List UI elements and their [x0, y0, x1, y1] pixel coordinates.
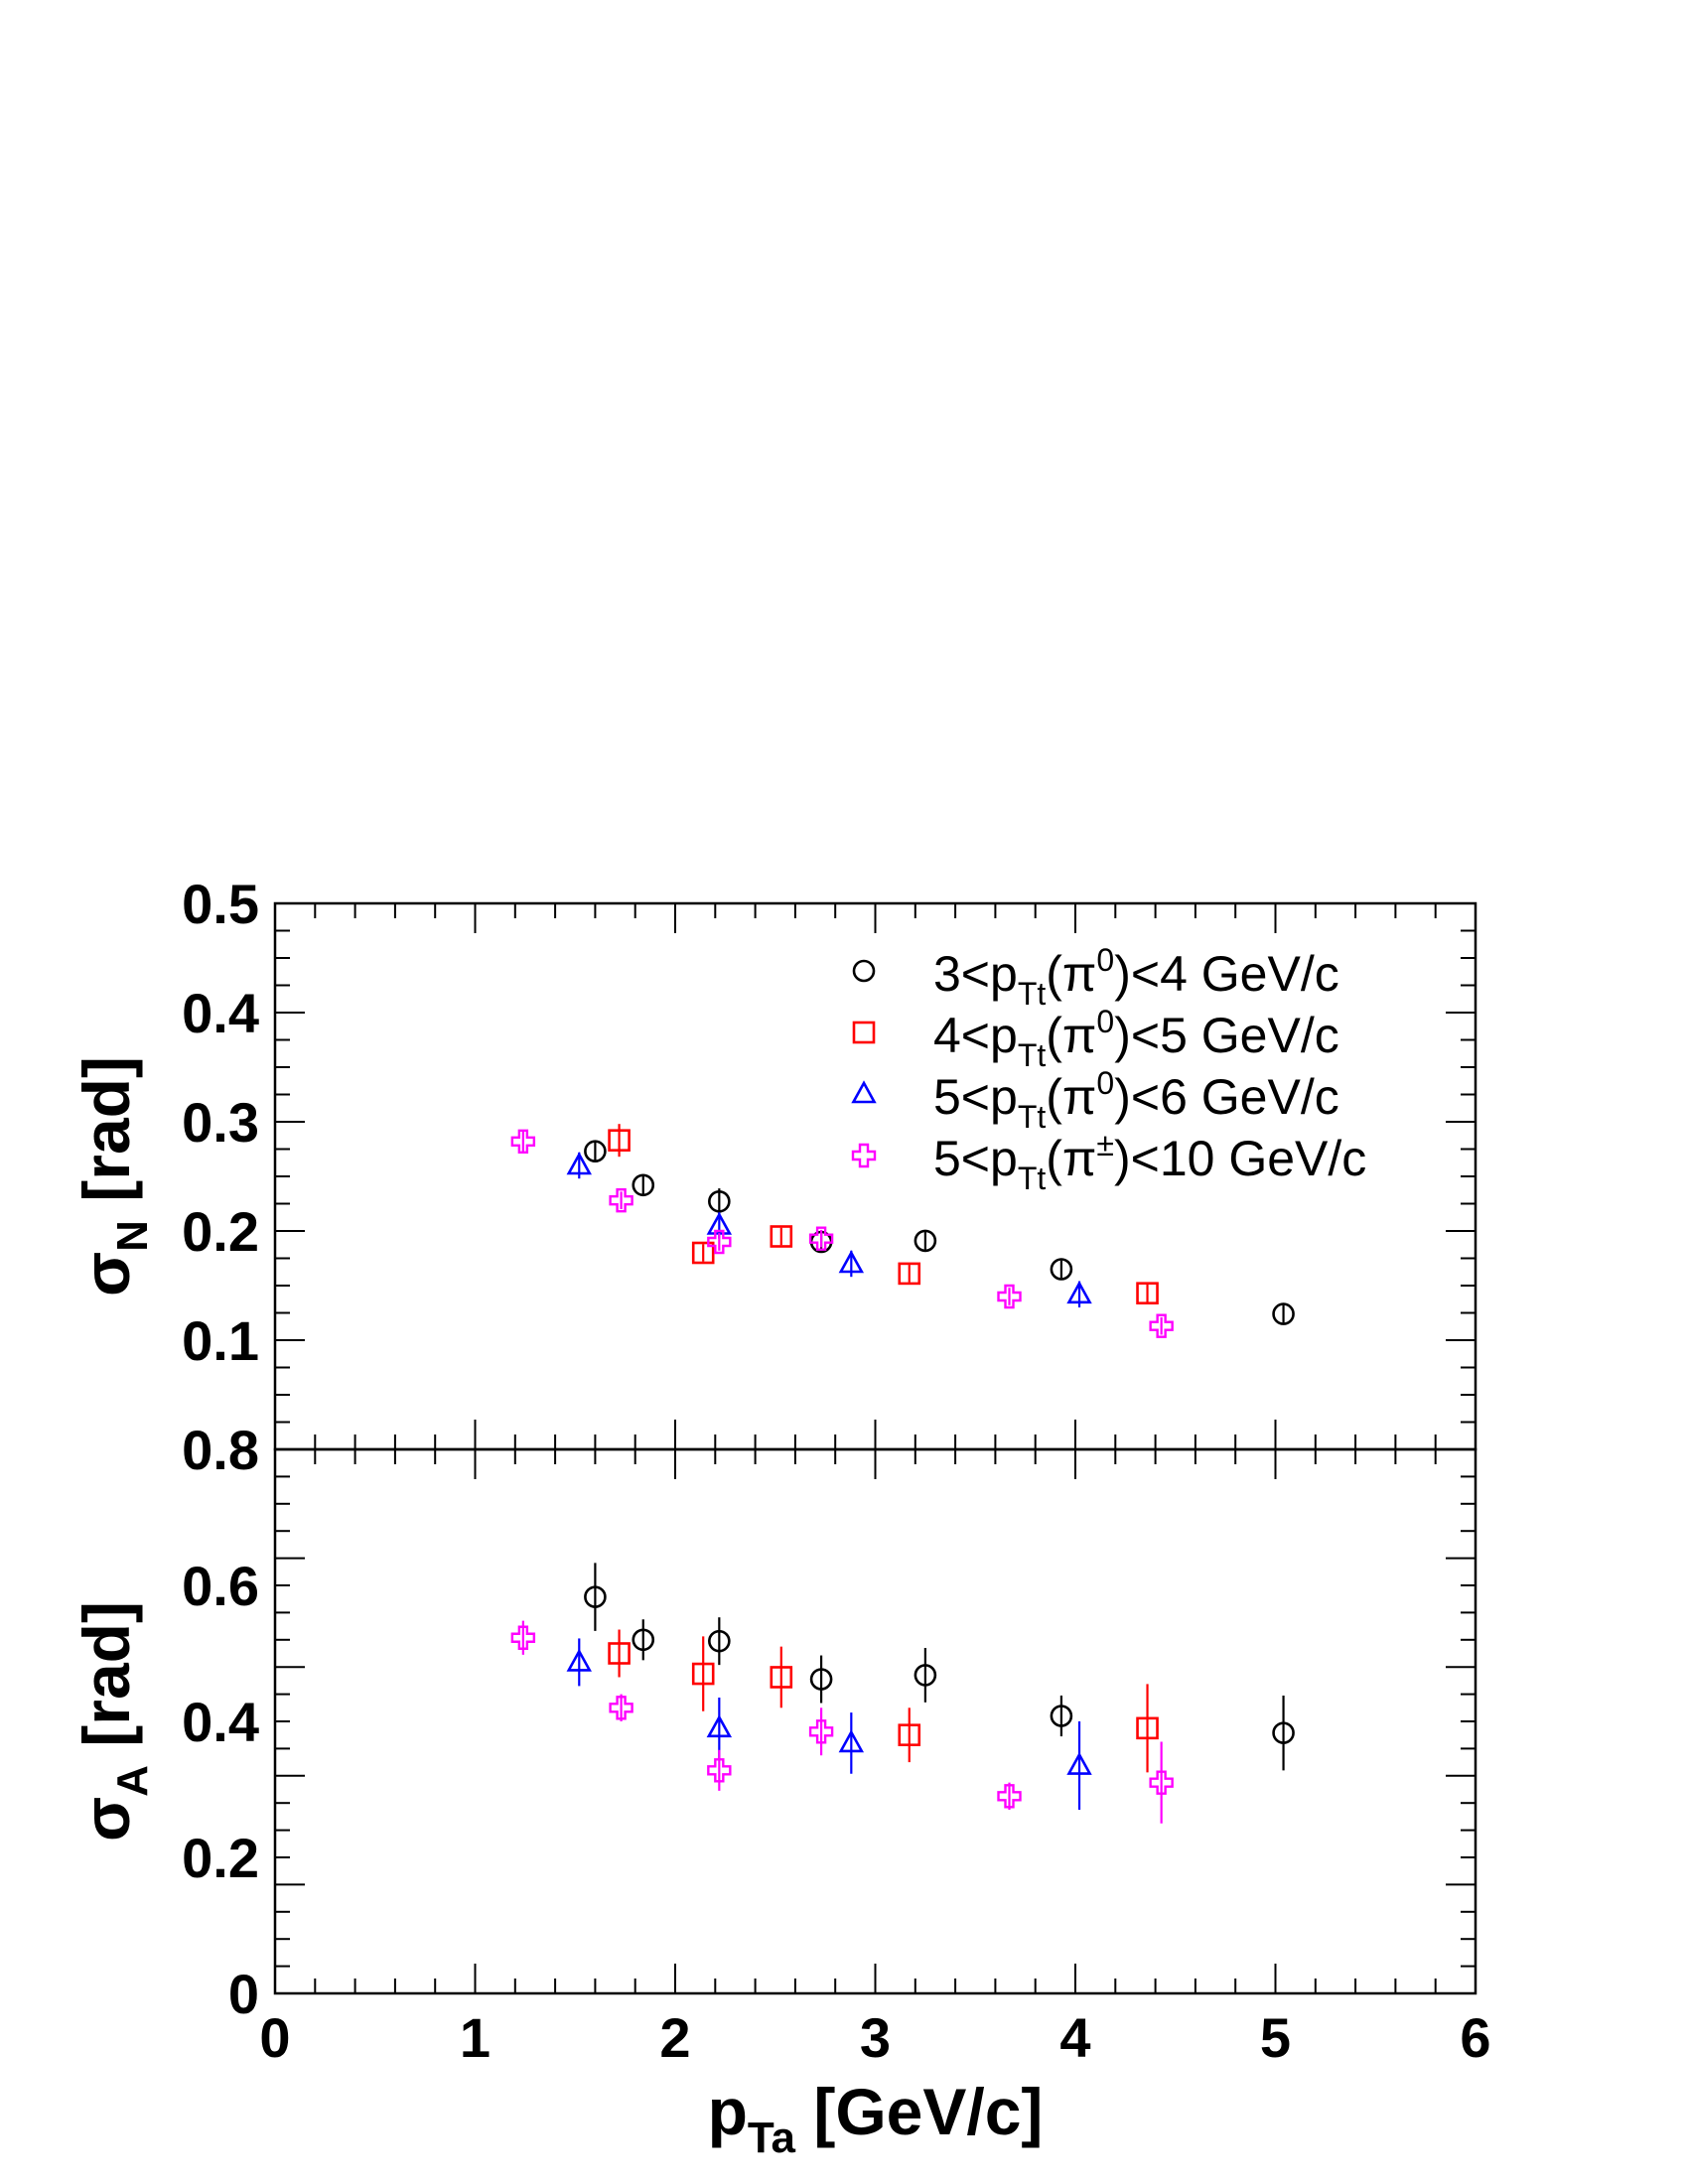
- y-axis-title: σN [rad]: [70, 1056, 157, 1297]
- legend: 3<pTt(π0)<4 GeV/c4<pTt(π0)<5 GeV/c5<pTt(…: [851, 942, 1366, 1196]
- x-tick-label: 5: [1260, 2006, 1291, 2069]
- y-axis-title: σA [rad]: [70, 1601, 157, 1842]
- data-point-square: [691, 1662, 715, 1686]
- legend-entry-s1: 3<pTt(π0)<4 GeV/c: [852, 942, 1339, 1012]
- series-s1: [584, 1563, 1295, 1771]
- legend-marker-cross: [851, 1143, 877, 1168]
- x-tick-label: 3: [860, 2006, 891, 2069]
- data-point-square: [691, 1241, 715, 1265]
- series-s3: [566, 1638, 1092, 1811]
- legend-label: 4<pTt(π0)<5 GeV/c: [933, 1004, 1339, 1073]
- data-point-triangle: [1066, 1281, 1092, 1304]
- data-point-square: [770, 1225, 793, 1248]
- data-point-circle: [1272, 1721, 1295, 1744]
- legend-marker-circle: [852, 959, 876, 983]
- legend-label: 5<pTt(π±)<10 GeV/c: [933, 1127, 1366, 1196]
- data-point-cross: [510, 1129, 536, 1154]
- data-point-circle: [914, 1664, 937, 1687]
- data-point-circle: [708, 1629, 731, 1653]
- data-point-cross: [707, 1758, 732, 1783]
- y-tick-label: 0.8: [182, 1419, 259, 1481]
- y-tick-label: 0.5: [182, 873, 259, 935]
- y-axis-subscript: A: [108, 1765, 157, 1797]
- data-point-triangle: [566, 1648, 592, 1672]
- data-point-triangle: [838, 1729, 865, 1753]
- data-point-triangle: [838, 1250, 865, 1274]
- panel-bottom: 0 0.2 0.4 0.6 0.8 0 1 2 3 4 5 6 σA [rad] pTa [GeV/c]: [70, 1419, 1491, 2162]
- series-s2: [608, 1124, 1159, 1304]
- series-s4: [510, 1129, 1174, 1338]
- data-point-circle: [1272, 1302, 1295, 1325]
- data-point-triangle: [706, 1714, 733, 1738]
- x-tick-label: 2: [659, 2006, 690, 2069]
- y-tick-label: 0.2: [182, 1200, 259, 1263]
- y-tick-label: 0.4: [182, 1691, 259, 1753]
- y-tick-label: 0.4: [182, 982, 259, 1044]
- x-axis-symbol: p: [708, 2075, 748, 2148]
- x-axis-subscript: Ta: [748, 2114, 796, 2162]
- data-point-square: [608, 1642, 631, 1665]
- x-tick-label: 0: [259, 2006, 290, 2069]
- x-axis-title: pTa [GeV/c]: [708, 2075, 1044, 2162]
- x-tick-label: 6: [1460, 2006, 1490, 2069]
- legend-label: 3<pTt(π0)<4 GeV/c: [933, 942, 1339, 1012]
- y-tick-label: 0.1: [182, 1309, 259, 1372]
- chart-layer: 0.10.20.30.40.5σN [rad]00.20.40.60.80 1 2 3…: [70, 873, 1491, 2162]
- data-point-circle: [584, 1585, 607, 1608]
- data-point-triangle: [1066, 1751, 1092, 1775]
- y-tick-label: 0: [228, 1963, 259, 2025]
- legend-entry-s2: 4<pTt(π0)<5 GeV/c: [852, 1004, 1339, 1073]
- data-point-cross: [808, 1226, 834, 1251]
- data-point-cross: [1149, 1313, 1174, 1338]
- data-point-cross: [609, 1188, 633, 1213]
- data-point-circle: [584, 1140, 607, 1162]
- data-point-triangle: [566, 1152, 592, 1175]
- data-point-square: [898, 1723, 921, 1746]
- series-s4: [510, 1620, 1174, 1824]
- data-point-square: [608, 1129, 631, 1152]
- legend-label: 5<pTt(π0)<6 GeV/c: [933, 1065, 1339, 1135]
- y-axis-unit: [rad]: [70, 1056, 143, 1220]
- data-point-square: [1136, 1716, 1159, 1740]
- data-point-cross: [997, 1784, 1022, 1809]
- data-point-square: [770, 1666, 793, 1689]
- legend-entry-s3: 5<pTt(π0)<6 GeV/c: [851, 1065, 1339, 1135]
- x-axis-unit: [GeV/c]: [795, 2075, 1043, 2148]
- y-axis-subscript: N: [108, 1220, 157, 1252]
- data-point-cross: [1149, 1770, 1174, 1795]
- legend-marker-triangle: [851, 1080, 877, 1104]
- y-tick-label: 0.2: [182, 1827, 259, 1889]
- data-point-square: [1136, 1282, 1159, 1304]
- data-point-circle: [632, 1628, 655, 1652]
- legend-marker-square: [852, 1021, 876, 1044]
- series-s2: [608, 1629, 1159, 1773]
- y-axis-symbol: σ: [70, 1797, 143, 1842]
- x-tick-label: 4: [1059, 2006, 1090, 2069]
- data-point-cross: [609, 1696, 633, 1720]
- x-tick-label: 1: [460, 2006, 491, 2069]
- data-point-cross: [707, 1229, 732, 1255]
- data-point-circle: [1050, 1258, 1073, 1281]
- data-point-cross: [997, 1284, 1022, 1309]
- legend-entry-s4: 5<pTt(π±)<10 GeV/c: [851, 1127, 1366, 1196]
- data-point-cross: [510, 1625, 536, 1650]
- data-point-circle: [632, 1173, 655, 1197]
- data-point-circle: [708, 1190, 731, 1213]
- y-tick-label: 0.3: [182, 1091, 259, 1154]
- data-point-square: [898, 1262, 921, 1286]
- data-point-circle: [1050, 1705, 1073, 1727]
- data-point-circle: [914, 1229, 937, 1253]
- y-tick-label: 0.6: [182, 1555, 259, 1617]
- data-point-cross: [808, 1719, 834, 1744]
- data-point-circle: [809, 1668, 833, 1691]
- y-axis-unit: [rad]: [70, 1601, 143, 1765]
- y-axis-symbol: σ: [70, 1252, 143, 1297]
- panel-top: 0.1 0.2 0.3 0.4 0.5 σN [rad]: [70, 873, 1477, 1451]
